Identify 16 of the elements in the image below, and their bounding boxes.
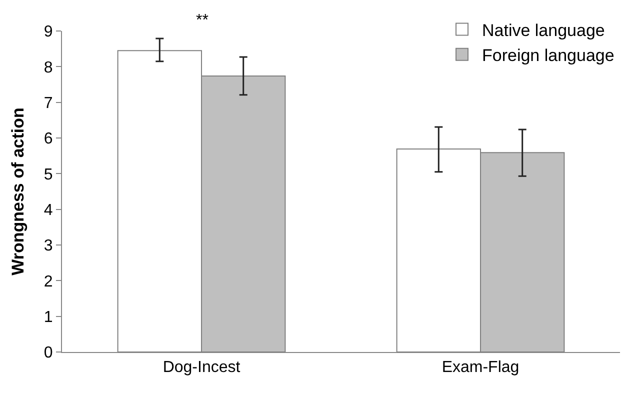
legend-label: Foreign language [482,46,614,66]
x-tick-label: Dog-Incest [162,359,241,376]
legend-label: Native language [482,20,605,40]
y-axis-title: Wrongness of action [8,108,28,276]
text: ** [196,12,208,29]
y-tick-label: 7 [44,94,53,112]
y-tick-label: 4 [44,202,53,219]
y-tick-label: 0 [44,344,53,362]
x-tick-label: Exam-Flag [442,359,520,376]
y-tick-label: 1 [44,308,53,326]
y-tick-label: 5 [44,166,53,184]
y-tick-label: 9 [44,24,53,41]
y-tick-label: 3 [44,238,53,255]
y-tick-label: 2 [44,273,53,290]
y-tick-label: 6 [44,130,53,148]
y-tick-label: 8 [44,59,53,76]
